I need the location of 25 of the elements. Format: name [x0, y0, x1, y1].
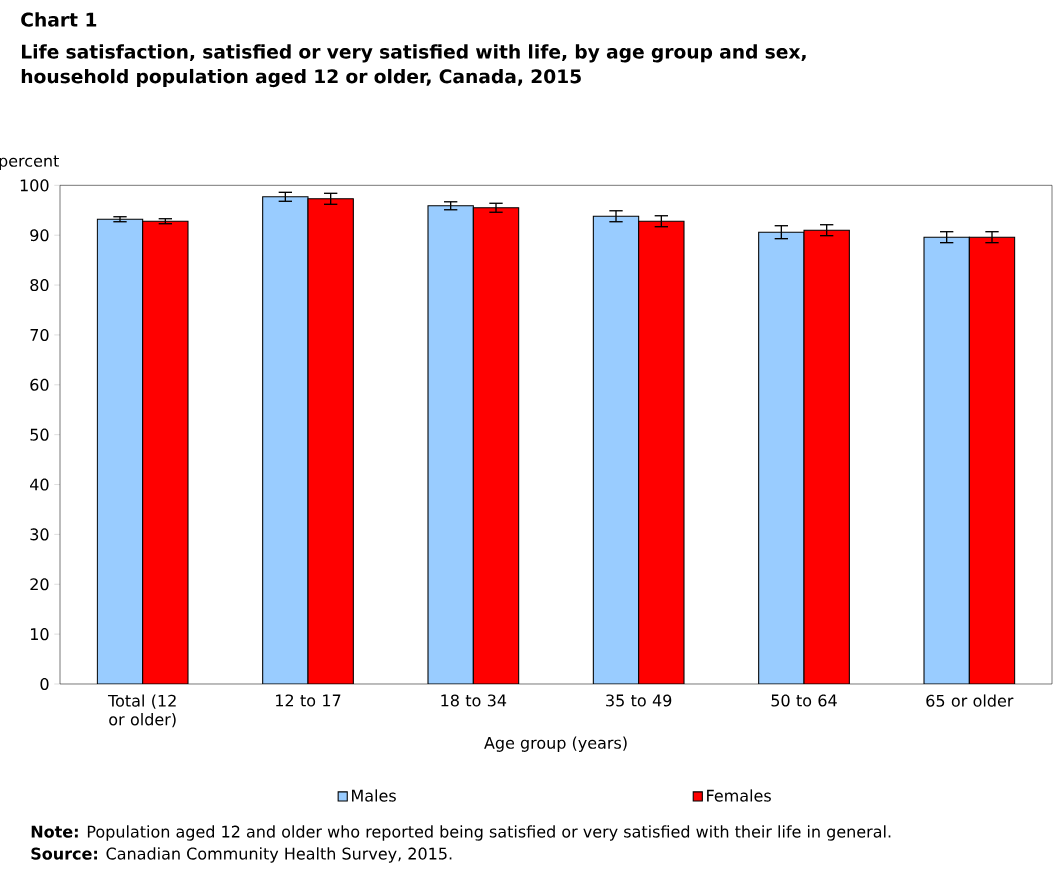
x-tick-label: 50 to 64 — [771, 694, 837, 707]
y-tick-label: 50 — [30, 428, 49, 441]
y-tick-label: 90 — [30, 229, 49, 242]
y-tick-label: 100 — [20, 179, 49, 192]
legend-label: Females — [707, 789, 771, 802]
legend-label: Males — [352, 789, 396, 802]
x-tick-label: Total (12 or older) — [107, 694, 176, 728]
x-tick-label: 18 to 34 — [441, 694, 507, 707]
x-axis-title: Age group (years) — [484, 736, 627, 752]
y-tick-label: 20 — [30, 578, 49, 591]
x-tick-label: 65 or older — [926, 694, 1014, 707]
y-tick-label: 10 — [31, 628, 49, 641]
y-tick-label: 80 — [30, 279, 49, 292]
chart-subtitle: Life satisfaction, satisfied or very satisfied with life, by age group and sex, household population aged 12 or older, Canada, 2015 — [21, 44, 806, 88]
text: Note: Population aged 12 and older who reported being satisfied or very satisfied with their life in general. — [31, 825, 891, 841]
y-tick-label: 70 — [30, 328, 49, 341]
y-tick-label: 40 — [30, 478, 49, 491]
y-tick-label: 0 — [40, 677, 49, 691]
chart-title: Chart 1 — [21, 12, 97, 27]
y-axis-title: percent — [0, 155, 59, 170]
y-tick-label: 60 — [30, 378, 49, 391]
y-tick-label: 30 — [30, 528, 49, 541]
x-tick-label: 12 to 17 — [276, 694, 341, 707]
text: Source: Canadian Community Health Survey, 2015. — [31, 847, 452, 863]
x-tick-label: 35 to 49 — [606, 694, 672, 707]
